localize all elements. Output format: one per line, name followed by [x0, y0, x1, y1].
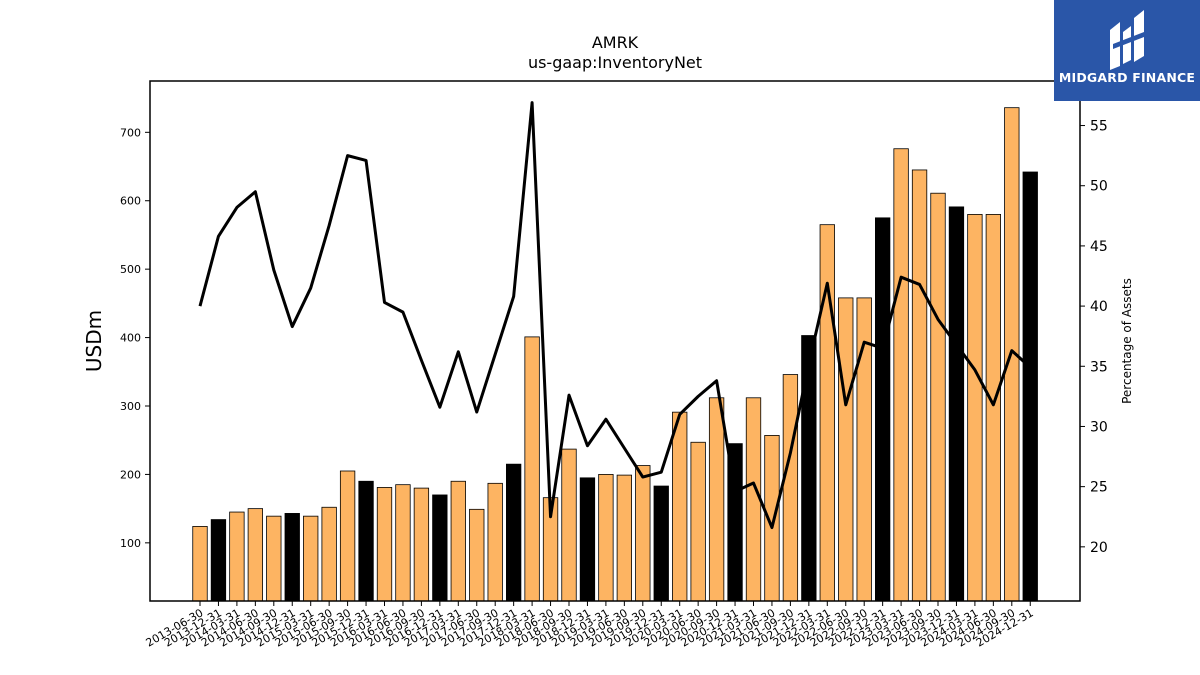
plot-frame — [149, 80, 1081, 602]
bar-2023-06-30 — [911, 169, 928, 602]
y-axis-left: 100 200 300 400 500 600 700 — [120, 126, 150, 550]
bar-2017-12-31 — [505, 463, 522, 602]
y2-tick-label: 20 — [1090, 540, 1108, 556]
bar-2015-06-30 — [321, 506, 337, 602]
bar-2020-03-31 — [672, 411, 688, 602]
logo-text: MIDGARD FINANCE — [1058, 70, 1196, 85]
bar-2015-03-31 — [303, 515, 319, 602]
bar-2014-09-30 — [266, 515, 282, 602]
bar-2024-12-31 — [1022, 171, 1038, 602]
bar-2018-03-31 — [524, 336, 540, 602]
y-tick-label: 600 — [120, 195, 141, 208]
percentage-of-assets-line — [198, 101, 1032, 530]
bar-2021-03-31 — [745, 397, 762, 602]
bar-series — [192, 107, 1038, 602]
bar-2013-12-31 — [210, 519, 227, 602]
bar-2015-12-31 — [358, 480, 374, 602]
bar-2024-03-31 — [967, 214, 983, 602]
y-tick-label: 500 — [120, 263, 141, 276]
bar-2022-06-30 — [838, 297, 854, 602]
bar-2017-06-30 — [469, 508, 485, 602]
y-tick-label: 300 — [120, 400, 141, 413]
bar-2019-06-30 — [616, 474, 632, 602]
bar-2017-03-31 — [450, 480, 466, 602]
y2-tick-label: 50 — [1090, 179, 1108, 195]
bar-2014-12-31 — [284, 513, 300, 602]
y2-tick-label: 30 — [1090, 419, 1108, 435]
bar-2013-06-30 — [192, 526, 208, 602]
y-tick-label: 700 — [120, 126, 141, 139]
y-axis-label: USDm — [82, 310, 106, 372]
y2-tick-label: 40 — [1090, 299, 1108, 315]
x-axis: 2013-06-302013-12-312014-03-312014-06-30… — [144, 601, 1036, 650]
y2-tick-label: 25 — [1090, 480, 1108, 496]
y2-tick-label: 35 — [1090, 359, 1108, 375]
bar-2016-12-31 — [432, 494, 448, 602]
bar-2016-09-30 — [413, 487, 430, 602]
bar-2021-12-31 — [801, 335, 817, 602]
bar-2023-03-31 — [893, 148, 909, 602]
bar-2021-09-30 — [782, 374, 799, 602]
bar-2016-06-30 — [395, 484, 411, 602]
midgard-finance-logo: MIDGARD FINANCE — [1054, 0, 1200, 101]
bar-2018-12-31 — [579, 477, 596, 602]
chart-subtitle: us-gaap:InventoryNet — [528, 53, 702, 72]
y-tick-label: 200 — [120, 468, 141, 481]
bar-2022-03-31 — [819, 224, 835, 602]
bar-2019-03-31 — [598, 474, 614, 602]
y2-tick-label: 55 — [1090, 119, 1108, 135]
bar-2014-03-31 — [229, 511, 245, 602]
y2-tick-label: 45 — [1090, 239, 1108, 255]
bar-2022-12-31 — [875, 217, 891, 602]
bar-2023-12-31 — [948, 206, 965, 602]
y-axis-right: 20 25 30 35 40 45 50 55 — [1080, 119, 1108, 556]
bar-2024-06-30 — [985, 214, 1001, 602]
midgard-logo-icon — [1110, 10, 1144, 70]
bar-2016-03-31 — [376, 487, 393, 602]
bar-2019-12-31 — [653, 485, 669, 602]
bar-2020-06-30 — [690, 441, 706, 602]
y-tick-label: 100 — [120, 537, 141, 550]
line-series — [198, 101, 1032, 530]
y-tick-label: 400 — [120, 332, 141, 345]
bar-2020-09-30 — [708, 397, 725, 602]
y2-axis-label: Percentage of Assets — [1120, 278, 1134, 404]
bar-2018-09-30 — [561, 448, 577, 602]
bar-2015-09-30 — [339, 470, 356, 602]
chart-title: AMRK — [592, 33, 639, 52]
bar-2017-09-30 — [487, 482, 503, 602]
bar-2019-09-30 — [635, 465, 651, 602]
bar-2014-06-30 — [247, 508, 264, 602]
bar-2023-09-30 — [930, 192, 946, 602]
